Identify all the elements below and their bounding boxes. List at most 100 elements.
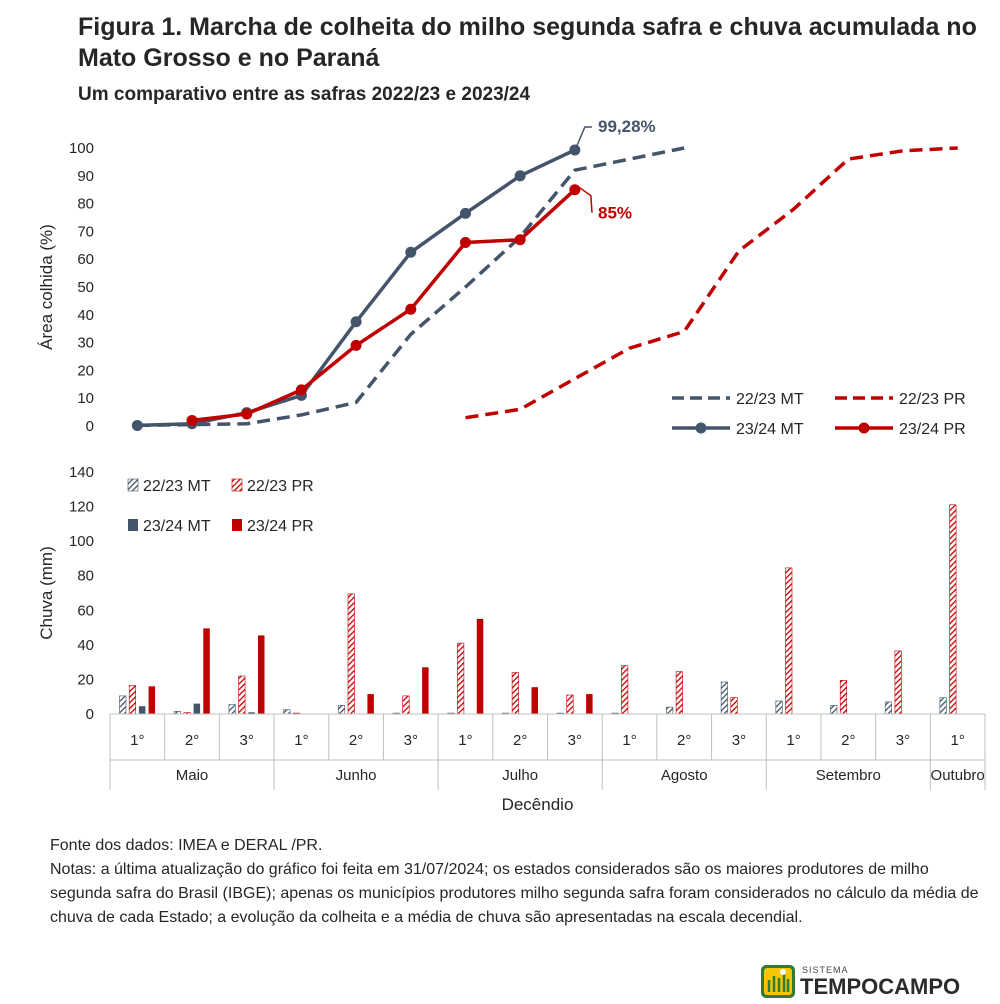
bar [457,642,465,715]
x-tick-label: 3° [568,732,582,749]
legend-label: 23/24 MT [736,421,804,438]
bar [949,504,957,715]
y-tick-label: 120 [69,499,94,516]
data-point [350,316,362,328]
harvest-line-chart: 0 10 20 30 40 50 60 70 80 90 100 Área colhida (%) 99… [37,117,966,438]
bar [566,694,574,715]
x-tick-label: 1° [130,732,144,749]
y-tick-label: 40 [77,637,94,654]
legend-marker [695,422,707,434]
bar [675,671,683,715]
bar [138,706,146,714]
x-tick-label: 2° [349,732,363,749]
bar [586,694,593,714]
bar [511,672,519,715]
month-label: Outubro [931,767,985,784]
bar [839,679,848,715]
data-point [131,419,143,431]
legend-label: 22/23 MT [736,391,804,408]
legend-item: 23/24 PR [835,421,966,438]
bar [402,695,410,715]
bar [119,695,127,715]
chart-subtitle: Um comparativo entre as safras 2022/23 e… [78,84,531,105]
data-point [295,384,307,396]
logo-wordmark: TEMPOCAMPO [800,974,960,999]
chart-canvas: 0 10 20 30 40 50 60 70 80 90 100 Área colhida (%) 99… [37,117,986,814]
bar [775,700,783,715]
data-point [569,144,581,156]
x-tick-label: 2° [513,732,527,749]
legend-item: 23/24 PR [232,518,314,535]
bar [238,675,246,715]
legend-item: 22/23 PR [835,391,966,408]
bar [283,709,291,715]
series-line [191,188,576,423]
x-tick-label: 3° [240,732,254,749]
footnotes: Fonte dos dados: IMEA e DERAL /PR. Notas… [50,834,980,930]
data-point [569,184,581,196]
bar [894,650,902,715]
y-tick-label: 0 [86,706,94,723]
y-tick-label: 0 [86,418,94,435]
bar [193,703,201,714]
y-tick-label: 50 [77,279,94,296]
legend-label: 23/24 MT [143,518,211,535]
legend-swatch [232,519,242,531]
source-note: Fonte dos dados: IMEA e DERAL /PR. [50,837,323,854]
legend-label: 22/23 PR [247,478,314,495]
legend-label: 23/24 PR [899,421,966,438]
y-tick-label: 80 [77,568,94,585]
bar [248,712,255,714]
bar-series-23-24-mt [138,703,255,714]
y-tick-label: 10 [77,390,94,407]
series-line [137,146,685,428]
bar-series-22-23-pr [128,504,957,715]
bar [258,635,265,714]
bar [347,593,355,715]
y-tick-label: 40 [77,307,94,324]
y-tick-label: 20 [77,671,94,688]
y-tick-label: 30 [77,335,94,352]
methodology-note: Notas: a última atualização do gráfico f… [50,861,979,926]
legend-marker [858,422,870,434]
bar-series-23-24-pr [148,618,593,714]
y-tick-label: 140 [69,464,94,481]
data-point [459,207,471,219]
logo-subtitle: SISTEMA [802,965,849,975]
y-axis-label: Chuva (mm) [37,546,56,640]
annotation-label: 85% [598,204,632,223]
bar [531,687,538,714]
data-point [350,339,362,351]
data-point [514,234,526,246]
series-23-24-pr [186,184,581,426]
legend-label: 23/24 PR [247,518,314,535]
y-tick-label: 100 [69,140,94,157]
x-tick-label: 2° [677,732,691,749]
bar [666,706,674,715]
y-axis-label: Área colhida (%) [37,224,56,350]
month-label: Agosto [661,767,708,784]
bar [939,697,947,715]
month-label: Junho [336,767,377,784]
y-tick-label: 70 [77,223,94,240]
legend-swatch [127,478,139,492]
y-tick-label: 20 [77,362,94,379]
bar [228,704,236,715]
x-tick-label: 2° [185,732,199,749]
series-line [465,146,958,420]
month-label: Setembro [816,767,881,784]
x-axis-label: Decêndio [502,795,574,814]
legend-swatch [128,519,138,531]
bar [830,705,838,715]
data-point [459,237,471,249]
y-tick-label: 60 [77,251,94,268]
series-23-24-mt [131,144,581,431]
legend-swatch [231,478,243,492]
y-tick-label: 90 [77,168,94,185]
x-tick-label: 3° [896,732,910,749]
bar [367,694,374,714]
bar [128,685,136,715]
legend-label: 22/23 PR [899,391,966,408]
series-22-23-pr [465,146,958,420]
chart-title: Figura 1. Marcha de colheita do milho se… [78,13,977,72]
